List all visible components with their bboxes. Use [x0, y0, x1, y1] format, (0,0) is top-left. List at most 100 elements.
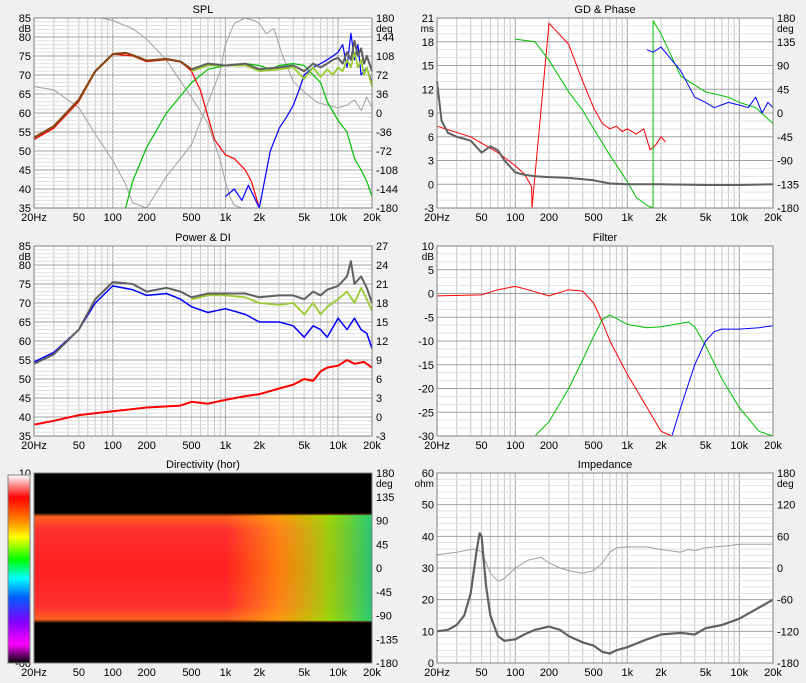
gd-series-line [436, 81, 774, 186]
gd-plot-frame [436, 17, 774, 209]
spl-series-line [101, 17, 243, 209]
spl-y-tick-label: 65 [19, 89, 31, 101]
colorbar [7, 474, 31, 664]
impedance-chart: Impedance6050403020100ohm180120600-60-12… [403, 455, 806, 682]
gd-y-tick-label: 9 [428, 108, 434, 120]
gd-y-tick-label: 18 [422, 37, 434, 49]
spl-series-line [191, 51, 373, 87]
impedance-y2-tick-label: -180 [777, 658, 799, 670]
impedance-y-tick-label: 50 [422, 500, 434, 512]
power-y-tick-label: 35 [19, 431, 31, 443]
gd-y-tick-label: 3 [428, 156, 434, 168]
directivity-x-tick-label: 100 [104, 667, 122, 679]
gd-y2-tick-label: 90 [777, 61, 789, 73]
impedance-y2-tick-label: 0 [777, 563, 783, 575]
gd-y-axis-label: ms [421, 24, 434, 35]
filter-y-tick-label: -5 [424, 312, 434, 324]
gd-y2-tick-label: -45 [777, 132, 793, 144]
directivity-y2-tick-label: 180 [376, 468, 394, 480]
spl-series-line [191, 39, 373, 73]
power-y2-tick-label: 24 [376, 260, 388, 272]
gd-y-tick-label: 0 [428, 179, 434, 191]
power-title: Power & DI [175, 232, 231, 244]
gd-x-tick-label: 20k [764, 212, 782, 224]
filter-x-tick-label: 500 [584, 440, 602, 452]
directivity-y2-tick-label: 90 [376, 516, 388, 528]
spl-x-tick-label: 500 [182, 212, 200, 224]
power-x-tick-label: 1k [220, 440, 232, 452]
impedance-x-tick-label: 20k [764, 667, 782, 679]
power-y-tick-label: 55 [19, 355, 31, 367]
power-x-tick-label: 5k [298, 440, 310, 452]
gd-x-tick-label: 5k [700, 212, 712, 224]
power-x-tick-label: 50 [73, 440, 85, 452]
impedance-y-tick-label: 20 [422, 595, 434, 607]
power-y2-tick-label: -3 [376, 431, 386, 443]
filter-x-tick-label: 20Hz [424, 440, 450, 452]
impedance-x-tick-label: 200 [540, 667, 558, 679]
power-x-tick-label: 20Hz [21, 440, 47, 452]
filter-x-tick-label: 2k [655, 440, 667, 452]
directivity-x-tick-label: 50 [73, 667, 85, 679]
spl-x-tick-label: 5k [298, 212, 310, 224]
spl-y-tick-label: 70 [19, 70, 31, 82]
spl-y2-tick-label: -36 [376, 127, 392, 139]
filter-x-tick-label: 50 [475, 440, 487, 452]
spl-y2-tick-label: 36 [376, 89, 388, 101]
filter-y-tick-label: 0 [428, 289, 434, 301]
directivity-y2-tick-label: 0 [376, 563, 382, 575]
gd-title: GD & Phase [574, 4, 635, 16]
filter-y-tick-label: -30 [418, 431, 434, 443]
filter-x-tick-label: 20k [764, 440, 782, 452]
filter-y-tick-label: -25 [418, 407, 434, 419]
directivity-title: Directivity (hor) [166, 459, 240, 471]
power-series-line [191, 286, 373, 316]
filter-y-tick-label: 5 [428, 265, 434, 277]
power-x-tick-label: 100 [104, 440, 122, 452]
power-y-tick-label: 80 [19, 260, 31, 272]
power-y-tick-label: 45 [19, 393, 31, 405]
spl-x-tick-label: 20Hz [21, 212, 47, 224]
directivity-y2-tick-label: -45 [376, 587, 392, 599]
power-series-line [33, 260, 373, 365]
spl-x-tick-label: 10k [329, 212, 347, 224]
spl-y-axis-label: dB [19, 24, 32, 35]
gd-x-tick-label: 20Hz [424, 212, 450, 224]
spl-y-tick-label: 35 [19, 203, 31, 215]
spl-y2-tick-label: 72 [376, 70, 388, 82]
power-y2-tick-label: 9 [376, 355, 382, 367]
directivity-x-tick-label: 10k [329, 667, 347, 679]
impedance-x-tick-label: 100 [506, 667, 524, 679]
gd-x-tick-label: 10k [730, 212, 748, 224]
power-y2-tick-label: 18 [376, 298, 388, 310]
filter-x-tick-label: 100 [506, 440, 524, 452]
spl-x-tick-label: 20k [363, 212, 381, 224]
impedance-y-tick-label: 30 [422, 563, 434, 575]
filter-x-tick-label: 5k [700, 440, 712, 452]
power-x-tick-label: 2k [254, 440, 266, 452]
gd-y-tick-label: 12 [422, 84, 434, 96]
impedance-y2-axis-label: deg [777, 479, 794, 490]
impedance-y2-tick-label: 180 [777, 468, 795, 480]
spl-x-tick-label: 2k [254, 212, 266, 224]
gd-x-tick-label: 1k [621, 212, 633, 224]
directivity-x-tick-label: 1k [220, 667, 232, 679]
directivity-plot-frame [33, 472, 373, 664]
power-chart: Power & DI8580757065605550454035dB272421… [0, 228, 403, 455]
directivity-x-tick-label: 20k [363, 667, 381, 679]
directivity-y2-tick-label: -90 [376, 611, 392, 623]
impedance-y-tick-label: 60 [422, 468, 434, 480]
directivity-x-tick-label: 5k [298, 667, 310, 679]
spl-y2-tick-label: 144 [376, 32, 394, 44]
power-x-tick-label: 10k [329, 440, 347, 452]
directivity-x-tick-label: 200 [137, 667, 155, 679]
power-y2-tick-label: 3 [376, 393, 382, 405]
filter-y-axis-label: dB [422, 252, 435, 263]
spl-y-tick-label: 60 [19, 108, 31, 120]
impedance-title: Impedance [578, 459, 632, 471]
power-y-tick-label: 75 [19, 279, 31, 291]
impedance-y-tick-label: 10 [422, 626, 434, 638]
spl-y2-tick-label: 0 [376, 108, 382, 120]
spl-x-tick-label: 50 [73, 212, 85, 224]
power-y2-tick-label: 6 [376, 374, 382, 386]
